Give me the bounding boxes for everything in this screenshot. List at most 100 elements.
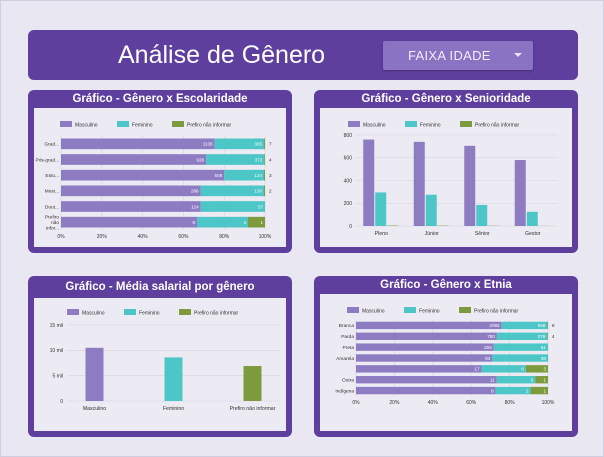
bar-segment: [496, 332, 548, 340]
bar: [375, 192, 387, 226]
chevron-down-icon: [514, 53, 522, 57]
data-label: 1: [260, 220, 263, 225]
category-label: Mest...: [45, 189, 59, 195]
header-bar: Análise de Gênero FAIXA IDADE: [28, 30, 578, 80]
data-label: 279: [538, 334, 546, 339]
y-tick-label: 5 mil: [52, 373, 63, 379]
bar: [464, 145, 476, 226]
legend-swatch: [124, 309, 136, 315]
legend-label: Prefiro não informar: [474, 309, 519, 315]
data-label: 81: [541, 345, 547, 350]
data-label: 780: [487, 334, 495, 339]
legend-swatch: [179, 309, 191, 315]
bar-segment: [356, 354, 493, 362]
chart-title-escolaridade: Gráfico - Gênero x Escolaridade: [72, 93, 248, 105]
y-tick-label: 10 mil: [50, 348, 63, 354]
category-label: infor...: [46, 226, 59, 232]
bar-segment: [481, 365, 526, 373]
bar: [363, 139, 375, 226]
category-label: Prefiro: [45, 214, 59, 220]
data-label: 11: [490, 378, 495, 383]
bar-segment: [501, 321, 548, 330]
data-label: 3: [531, 378, 534, 383]
x-tick-label: 100%: [542, 400, 555, 406]
data-label: 286: [191, 189, 199, 194]
y-tick-label: 15 mil: [50, 323, 63, 329]
x-tick-label: 80%: [505, 400, 516, 406]
category-label: Dout...: [45, 204, 59, 210]
data-label: 6: [521, 367, 524, 372]
category-label: Masculino: [83, 406, 106, 412]
data-label: 130: [254, 189, 262, 194]
y-tick-label: 200: [344, 201, 353, 207]
chart-escolaridade[interactable]: Masculino Feminino Prefiro não informar 0% 2…: [34, 108, 286, 247]
bar-segment: [200, 201, 265, 212]
data-label: 17: [474, 367, 480, 372]
bar-segment: [61, 138, 215, 150]
category-label: Júnior: [425, 231, 439, 237]
page-title: Análise de Gênero: [118, 41, 326, 69]
data-label: 38: [541, 356, 547, 361]
legend-swatch: [60, 121, 72, 127]
bar-segment: [197, 216, 248, 228]
bar-segment: [206, 154, 265, 165]
bar-segment: [264, 185, 265, 197]
bar-segment: [547, 332, 548, 340]
bar: [413, 141, 425, 226]
x-tick-label: 100%: [259, 234, 272, 240]
x-tick-label: 20%: [97, 234, 108, 240]
x-tick-label: 40%: [428, 400, 439, 406]
category-label: Prefiro não informar: [230, 406, 276, 412]
bar-segment: [530, 386, 548, 395]
bar-segment: [492, 354, 548, 362]
category-label: Feminino: [163, 406, 184, 412]
chart-senioridade[interactable]: Masculino Feminino Prefiro não informar 0 20…: [320, 108, 572, 247]
bar: [514, 160, 526, 226]
bar-segment: [61, 216, 197, 228]
legend-label: Masculino: [363, 123, 386, 129]
bar-segment: [224, 169, 265, 181]
category-label: Parda: [341, 334, 354, 340]
category-label: Indígena: [335, 388, 354, 394]
data-label: 206: [484, 345, 492, 350]
data-label: 7: [269, 142, 272, 147]
data-label: 124: [254, 173, 262, 178]
data-label: 8: [192, 220, 195, 225]
y-tick-label: 400: [344, 178, 353, 184]
y-tick-label: 600: [344, 156, 353, 162]
data-label: 3: [543, 367, 546, 372]
data-label: 658: [538, 323, 546, 328]
legend-label: Feminino: [132, 123, 153, 129]
bar: [85, 347, 104, 401]
filter-label: FAIXA IDADE: [408, 48, 491, 63]
age-range-filter-dropdown[interactable]: FAIXA IDADE: [383, 41, 533, 70]
bar-segment: [264, 169, 265, 181]
category-label: Outra: [342, 378, 354, 384]
data-label: 1: [543, 388, 546, 393]
legend-swatch: [404, 307, 416, 313]
category-label: Preta: [343, 345, 355, 351]
bar: [164, 357, 183, 401]
chart-salario[interactable]: Masculino Feminino Prefiro não informar 0 5 …: [34, 298, 286, 431]
legend-label: Feminino: [420, 123, 441, 129]
bar: [425, 194, 437, 226]
chart-etnia[interactable]: Masculino Feminino Prefiro não informar 0% 2…: [320, 294, 572, 431]
card-senioridade: Gráfico - Gênero x Senioridade Masculino…: [314, 90, 578, 253]
legend-swatch: [117, 121, 129, 127]
y-tick-label: 0: [60, 399, 63, 405]
category-label: Gestor: [525, 231, 541, 237]
data-label: 93: [485, 356, 491, 361]
chart-title-etnia: Gráfico - Gênero x Etnia: [380, 279, 512, 291]
bar-segment: [356, 332, 497, 340]
legend-swatch: [348, 121, 360, 127]
legend-swatch: [405, 121, 417, 127]
data-label: 124: [191, 204, 199, 209]
category-label: Pleno: [375, 231, 388, 237]
chart-title-senioridade: Gráfico - Gênero x Senioridade: [361, 93, 531, 105]
chart-title-salario: Gráfico - Média salarial por gênero: [65, 281, 255, 293]
x-tick-label: 0%: [57, 234, 65, 240]
bar-segment: [61, 201, 201, 212]
data-label: 57: [258, 204, 264, 209]
bar-segment: [214, 138, 265, 150]
